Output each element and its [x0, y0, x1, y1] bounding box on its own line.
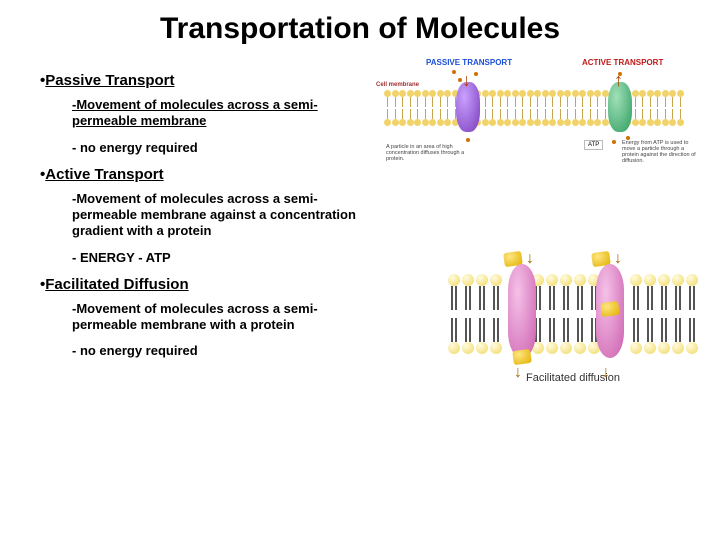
facilitated-diffusion-label: Facilitated diffusion	[448, 372, 698, 384]
diffusion-arrow-down: ↓	[462, 70, 471, 91]
figure-column: PASSIVE TRANSPORT ACTIVE TRANSPORT Cell …	[370, 66, 720, 370]
active-caption: Energy from ATP is used to move a partic…	[622, 140, 702, 164]
content-area: Passive Transport -Movement of molecules …	[0, 48, 720, 370]
down-arrow-icon: ↓	[514, 364, 522, 382]
bullet-text: - ENERGY - ATP	[72, 250, 362, 266]
bullet-text: -Movement of molecules across a semi-per…	[72, 97, 362, 130]
passive-transport-label: PASSIVE TRANSPORT	[426, 58, 512, 67]
active-transport-label: ACTIVE TRANSPORT	[582, 58, 663, 67]
down-arrow-icon: ↓	[602, 364, 610, 382]
facilitated-channel-protein	[596, 264, 624, 358]
section-heading: Facilitated Diffusion	[40, 276, 370, 293]
section-heading: Passive Transport	[40, 72, 370, 89]
bullet-text: - no energy required	[72, 343, 362, 359]
cell-membrane-label: Cell membrane	[376, 82, 419, 88]
bullet-text: -Movement of molecules across a semi-per…	[72, 301, 362, 334]
page-title: Transportation of Molecules	[0, 0, 720, 48]
section-heading: Active Transport	[40, 166, 370, 183]
atp-label: ATP	[584, 140, 603, 150]
passive-caption: A particle in an area of high concentrat…	[386, 144, 468, 162]
lipid-bilayer: ↓↓	[448, 274, 698, 354]
transport-comparison-diagram: PASSIVE TRANSPORT ACTIVE TRANSPORT Cell …	[374, 58, 702, 198]
facilitated-channel-protein	[508, 264, 536, 358]
bullet-text: -Movement of molecules across a semi-per…	[72, 191, 362, 240]
bullet-text: - no energy required	[72, 140, 362, 156]
facilitated-diffusion-diagram: ↓ ↓ ↓↓ Facilitated diffusion	[448, 256, 698, 384]
text-column: Passive Transport -Movement of molecules …	[0, 66, 370, 370]
membrane-bilayer	[384, 90, 684, 126]
